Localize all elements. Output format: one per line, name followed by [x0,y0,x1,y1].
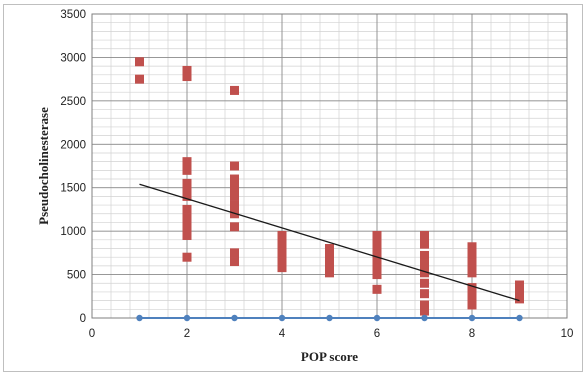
chart-frame: 0 2 4 6 8 10 0 500 1000 1500 2000 2500 3000 3500 POP … [3,4,583,372]
data-point-square [135,57,144,67]
data-point-square [372,237,382,247]
baseline-series-point [421,314,428,322]
data-point-square [182,178,192,188]
data-point-square [182,191,192,201]
data-point-square [372,263,382,273]
baseline-series-point [373,314,381,322]
scatter-chart: 0 2 4 6 8 10 0 500 1000 1500 2000 2500 3000 3500 POP … [36,9,573,364]
data-point-square [325,250,334,260]
y-tick-label: 0 [80,313,86,325]
data-point-square [515,294,524,304]
y-tick-label: 1500 [60,183,86,195]
y-tick-label: 3500 [60,9,86,21]
data-point-square [182,165,192,175]
data-point-square [420,306,429,316]
y-tick-label: 2500 [60,96,86,108]
data-point-square [325,268,334,278]
y-tick-label: 3000 [60,52,86,64]
y-tick-label: 1000 [60,226,86,238]
x-tick-label: 4 [279,328,286,340]
baseline-series-point [278,314,286,322]
data-point-square [182,204,192,214]
data-point-square [467,268,477,278]
data-point-square [420,250,429,260]
data-point-square [230,248,239,258]
data-point-square [325,244,334,254]
baseline-series-point [326,314,333,322]
data-point-square [182,222,192,232]
x-tick-label: 10 [561,328,574,340]
x-tick-label: 0 [89,328,95,340]
data-point-square [230,222,239,232]
data-point-square [277,230,287,240]
data-point-square [135,74,144,84]
data-point-square [420,259,429,269]
data-point-square [420,268,429,278]
data-point-square [230,161,239,171]
data-point-square [182,184,192,194]
data-point-square [325,257,334,267]
data-point-square [182,230,192,240]
data-point-square [467,250,477,260]
data-point-square [467,283,477,293]
data-point-square [420,230,429,240]
data-point-square [182,157,192,167]
data-point-square [420,300,429,310]
baseline-series-point [231,314,238,322]
y-axis-title: Pseudocholinesterase [36,107,51,225]
x-tick-label: 6 [374,328,380,340]
axis-layer: 0 2 4 6 8 10 0 500 1000 1500 2000 2500 3000 3500 [60,9,573,340]
x-axis-title: POP score [301,349,358,364]
data-point-square [230,200,239,210]
data-point-square [515,280,524,290]
baseline-series-point [516,314,523,322]
data-point-square [230,191,239,201]
data-point-square [277,248,287,258]
x-tick-label: 2 [184,328,190,340]
data-point-square [420,278,429,288]
data-point-square [277,257,287,267]
data-point-square [372,270,382,280]
data-point-square [372,250,382,260]
data-point-square [230,174,239,184]
data-point-square [325,263,334,273]
data-point-square [467,300,477,310]
x-tick-label: 8 [469,328,475,340]
data-point-square [372,257,382,267]
baseline-series-point [136,314,143,322]
data-point-square [182,213,192,223]
data-point-square [277,239,287,249]
trendline [139,183,520,302]
baseline-series-point [183,314,191,322]
data-point-square [420,239,429,249]
data-point-square [467,242,477,252]
data-point-square [372,284,382,294]
data-point-square [230,85,239,95]
baseline-series-point [468,314,476,322]
data-point-square [277,263,287,273]
data-point-square [182,72,192,82]
data-point-square [372,230,382,240]
data-point-square [182,252,192,262]
data-point-square [420,289,429,299]
y-tick-label: 500 [67,270,86,282]
data-point-square [467,291,477,301]
data-layer [135,57,524,322]
data-point-square [372,244,382,254]
y-tick-label: 2000 [60,139,86,151]
data-point-square [230,183,239,193]
data-point-square [230,257,239,267]
data-point-square [467,259,477,269]
data-point-square [182,65,192,75]
data-point-square [515,287,524,297]
